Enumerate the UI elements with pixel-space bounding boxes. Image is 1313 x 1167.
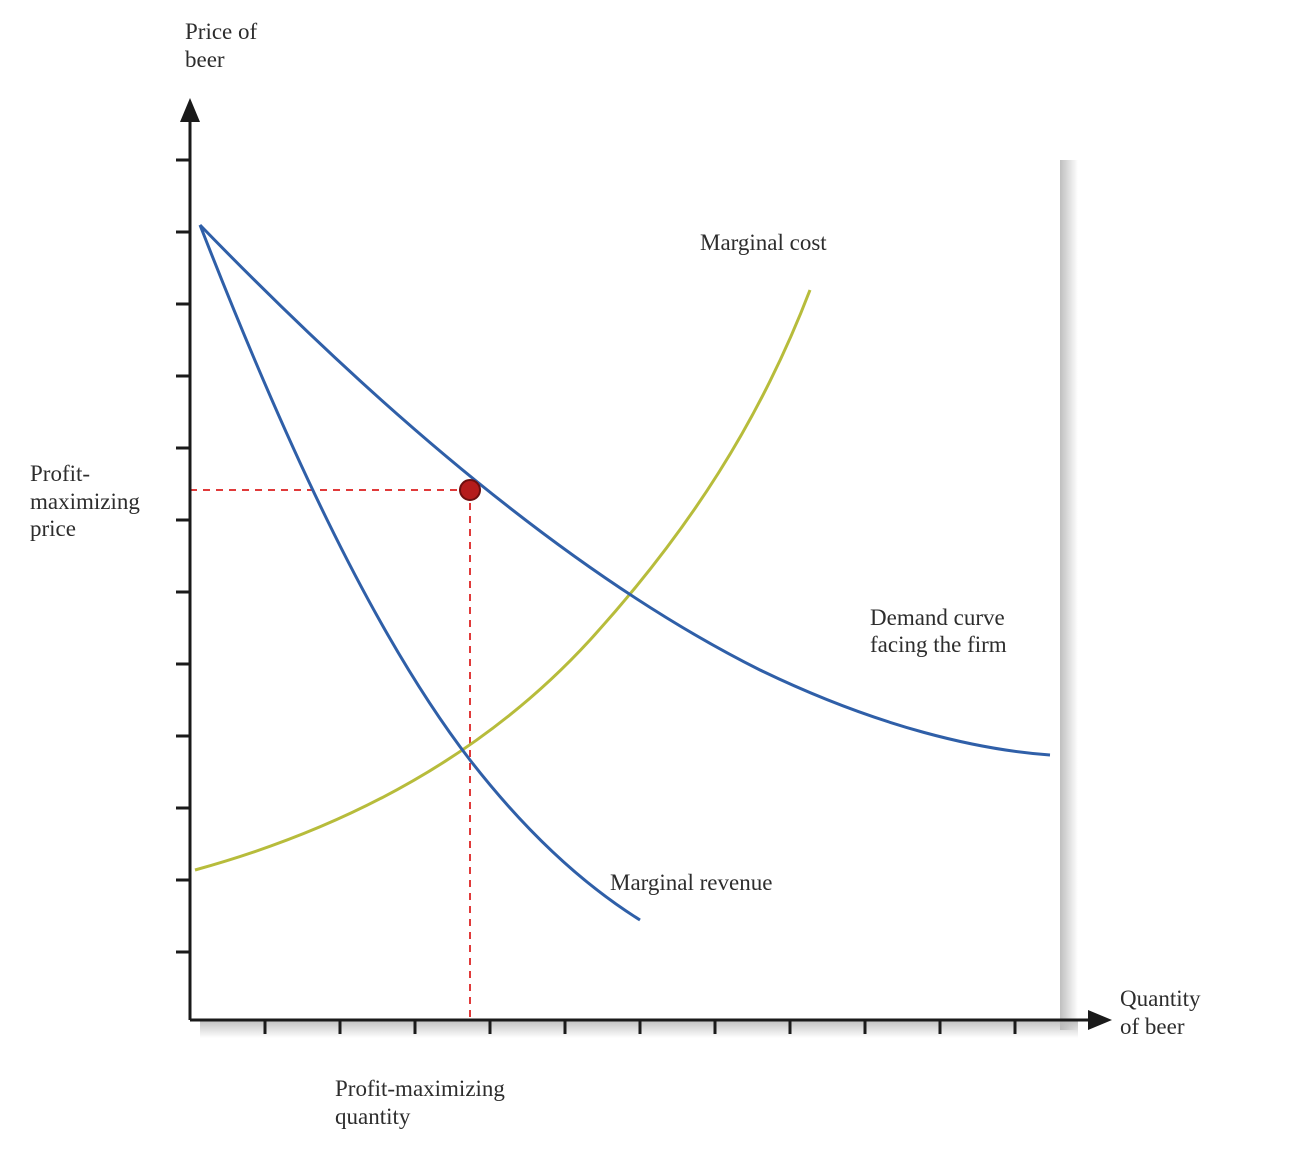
profit-max-price-label: Profit- maximizing price <box>30 460 140 543</box>
y-axis-title-line2: beer <box>185 47 225 72</box>
y-axis-arrow <box>180 98 200 122</box>
mr-label: Marginal revenue <box>610 870 772 895</box>
pm-qty-line2: quantity <box>335 1104 410 1129</box>
x-axis-title-line2: of beer <box>1120 1014 1185 1039</box>
plot-shadow-right <box>1060 160 1078 1030</box>
demand-label-line1: Demand curve <box>870 605 1005 630</box>
profit-max-point <box>460 480 480 500</box>
pm-price-line2: maximizing <box>30 489 140 514</box>
x-axis-arrow <box>1088 1010 1112 1030</box>
x-axis-title-line1: Quantity <box>1120 986 1201 1011</box>
profit-max-qty-label: Profit-maximizing quantity <box>335 1075 505 1130</box>
y-axis-title: Price of beer <box>185 18 257 73</box>
x-axis-title: Quantity of beer <box>1120 985 1201 1040</box>
chart-container: Price of beer Profit- maximizing price Q… <box>0 0 1313 1167</box>
chart-svg: Marginal cost Demand curve facing the fi… <box>0 0 1313 1167</box>
demand-label-line2: facing the firm <box>870 632 1007 657</box>
pm-price-line1: Profit- <box>30 461 90 486</box>
y-ticks <box>176 160 190 952</box>
pm-qty-line1: Profit-maximizing <box>335 1076 505 1101</box>
y-axis-title-line1: Price of <box>185 19 257 44</box>
mc-label: Marginal cost <box>700 230 827 255</box>
pm-price-line3: price <box>30 516 76 541</box>
